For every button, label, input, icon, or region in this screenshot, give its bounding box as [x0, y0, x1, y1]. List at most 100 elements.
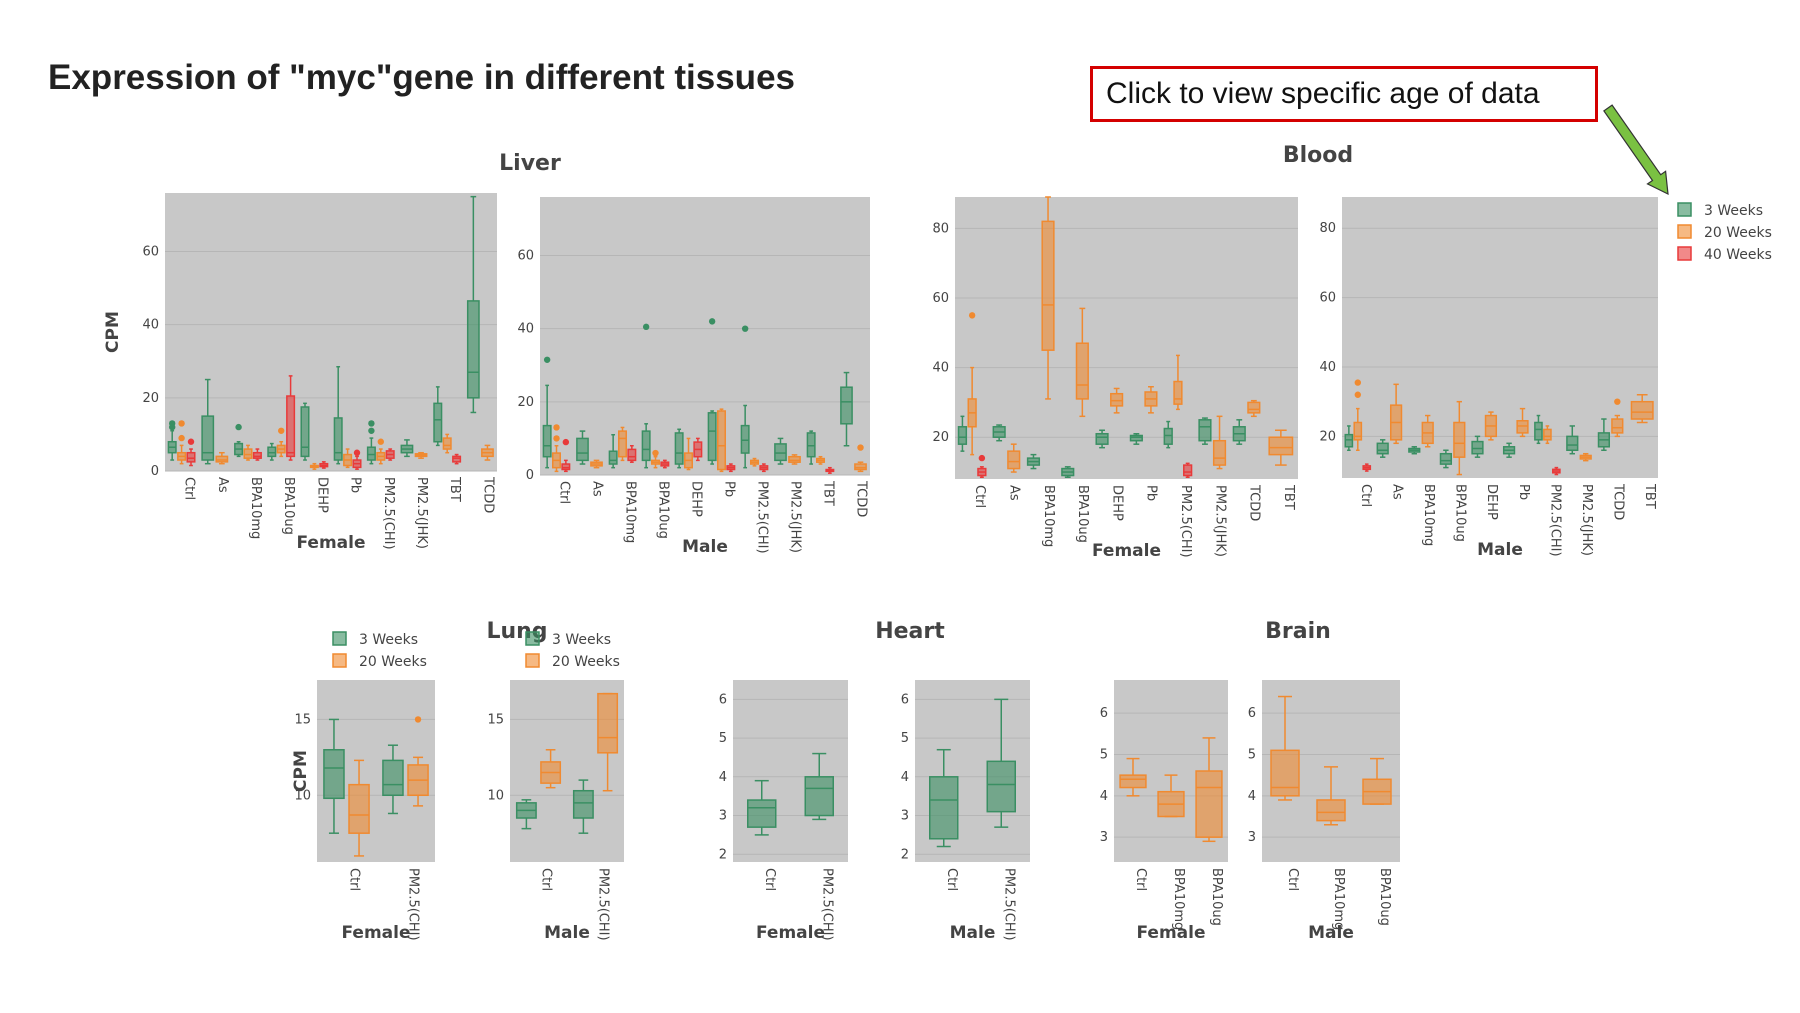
liver-male-box-tcdd-20-weeks[interactable]	[854, 444, 867, 473]
blood-male-box-as-20-weeks[interactable]	[1389, 383, 1403, 445]
legend-top[interactable]: 3 Weeks 20 Weeks 40 Weeks	[1677, 202, 1772, 263]
blood-female-box-tbt-20-weeks[interactable]	[1268, 429, 1294, 466]
liver-male-box-as-3-weeks[interactable]	[576, 430, 589, 465]
liver-female-box-bpa10mg-3-weeks[interactable]	[234, 423, 244, 458]
blood-male-box-pm2-5-chi-40-weeks[interactable]	[1552, 466, 1561, 476]
liver-male-box-tbt-40-weeks[interactable]	[825, 466, 835, 474]
heart-female-box-ctrl-3-weeks[interactable]	[747, 779, 777, 836]
heart-male-box-pm2-5-chi-3-weeks[interactable]	[986, 698, 1016, 828]
legend-item-3-weeks[interactable]: 3 Weeks	[332, 631, 418, 648]
liver-female-box-tcdd-3-weeks[interactable]	[466, 195, 480, 414]
legend-item-20-weeks[interactable]: 20 Weeks	[332, 653, 427, 670]
liver-female-box-bpa10ug-20-weeks[interactable]	[276, 427, 286, 458]
blood-male-box-bpa10ug-20-weeks[interactable]	[1453, 400, 1466, 476]
lung-female-box-ctrl-3-weeks[interactable]	[323, 718, 345, 834]
liver-male-box-pm2-5-jhk-3-weeks[interactable]	[774, 437, 787, 465]
legend-item-40-weeks[interactable]: 40 Weeks	[1677, 246, 1772, 263]
legend-item-3-weeks[interactable]: 3 Weeks	[1677, 202, 1763, 219]
lung-male-box-pm2-5-chi-20-weeks[interactable]	[597, 692, 619, 792]
heart-male-box-ctrl-3-weeks[interactable]	[929, 748, 959, 848]
liver-female-box-ctrl-20-weeks[interactable]	[177, 420, 187, 465]
liver-female-box-bpa10mg-20-weeks[interactable]	[243, 444, 253, 461]
legend-item-20-weeks[interactable]: 20 Weeks	[1677, 224, 1772, 241]
liver-male-box-dehp-3-weeks[interactable]	[674, 428, 684, 469]
liver-male-box-bpa10ug-3-weeks[interactable]	[641, 323, 651, 469]
blood-male-box-ctrl-20-weeks[interactable]	[1353, 379, 1363, 451]
blood-female-box-pb-3-weeks[interactable]	[1129, 432, 1143, 445]
blood-female-box-bpa10ug-20-weeks[interactable]	[1075, 307, 1089, 418]
blood-female-box-pm2-5-chi-3-weeks[interactable]	[1163, 420, 1173, 449]
brain-male-box-bpa10mg-20-weeks[interactable]	[1316, 766, 1346, 826]
blood-male-box-pm2-5-chi-20-weeks[interactable]	[1543, 425, 1552, 445]
liver-male-box-pm2-5-chi-20-weeks[interactable]	[750, 457, 759, 467]
lung-female-box-pm2-5-chi-3-weeks[interactable]	[382, 744, 404, 815]
liver-male-box-bpa10ug-20-weeks[interactable]	[651, 449, 660, 469]
liver-male-box-bpa10mg-20-weeks[interactable]	[618, 426, 627, 462]
blood-female-box-tcdd-20-weeks[interactable]	[1247, 399, 1261, 418]
blood-male-box-pb-20-weeks[interactable]	[1516, 407, 1529, 438]
liver-female-box-as-20-weeks[interactable]	[215, 451, 229, 465]
blood-male-box-dehp-20-weeks[interactable]	[1484, 411, 1498, 441]
blood-male-box-bpa10ug-3-weeks[interactable]	[1439, 449, 1453, 469]
liver-female-box-dehp-3-weeks[interactable]	[300, 402, 310, 461]
lung-male-box-pm2-5-chi-3-weeks[interactable]	[572, 779, 594, 834]
blood-female-box-ctrl-3-weeks[interactable]	[957, 415, 968, 452]
blood-female-box-as-20-weeks[interactable]	[1007, 443, 1021, 473]
legend-item-3-weeks[interactable]: 3 Weeks	[525, 631, 611, 648]
brain-female-box-bpa10mg-20-weeks[interactable]	[1157, 774, 1185, 818]
blood-male-box-tcdd-3-weeks[interactable]	[1597, 418, 1611, 451]
liver-female-box-dehp-40-weeks[interactable]	[319, 461, 329, 469]
lung-female-box-pm2-5-chi-20-weeks[interactable]	[407, 716, 429, 807]
liver-male-box-pm2-5-chi-3-weeks[interactable]	[740, 325, 750, 469]
liver-female-box-pm2-5-chi-40-weeks[interactable]	[385, 448, 395, 461]
liver-female-box-dehp-20-weeks[interactable]	[309, 462, 319, 470]
liver-male-box-ctrl-3-weeks[interactable]	[542, 356, 552, 469]
liver-female-box-bpa10mg-40-weeks[interactable]	[252, 448, 262, 461]
liver-female-box-pb-20-weeks[interactable]	[343, 448, 353, 469]
liver-male-box-pb-20-weeks[interactable]	[717, 408, 726, 473]
blood-male-box-ctrl-40-weeks[interactable]	[1362, 463, 1372, 472]
blood-female-box-pm2-5-jhk-3-weeks[interactable]	[1198, 417, 1212, 445]
blood-male-box-dehp-3-weeks[interactable]	[1471, 435, 1484, 458]
lung-male-box-ctrl-3-weeks[interactable]	[515, 799, 537, 830]
lung-female-box-ctrl-20-weeks[interactable]	[348, 759, 370, 857]
liver-female-box-pb-40-weeks[interactable]	[352, 449, 362, 470]
liver-female-box-pm2-5-jhk-20-weeks[interactable]	[414, 451, 428, 459]
blood-male-box-tbt-20-weeks[interactable]	[1630, 393, 1654, 424]
liver-male-box-dehp-40-weeks[interactable]	[693, 437, 703, 462]
liver-female-box-ctrl-40-weeks[interactable]	[186, 438, 196, 467]
liver-female-box-ctrl-3-weeks[interactable]	[167, 420, 177, 461]
blood-female-box-dehp-20-weeks[interactable]	[1110, 387, 1124, 414]
blood-female-box-bpa10mg-20-weeks[interactable]	[1041, 196, 1055, 400]
brain-male-box-bpa10ug-20-weeks[interactable]	[1362, 757, 1392, 805]
liver-male-box-tbt-3-weeks[interactable]	[806, 430, 816, 465]
liver-female-box-pm2-5-jhk-3-weeks[interactable]	[400, 439, 414, 458]
blood-female-box-pm2-5-chi-40-weeks[interactable]	[1183, 462, 1193, 479]
blood-male-box-ctrl-3-weeks[interactable]	[1344, 425, 1354, 451]
liver-male-box-bpa10mg-40-weeks[interactable]	[627, 444, 637, 463]
legend-lung-male[interactable]: 3 Weeks 20 Weeks	[525, 631, 620, 670]
blood-male-box-bpa10mg-3-weeks[interactable]	[1408, 446, 1421, 455]
liver-male-box-pm2-5-jhk-20-weeks[interactable]	[788, 454, 801, 465]
liver-male-box-pb-3-weeks[interactable]	[707, 318, 717, 465]
lung-male-box-ctrl-20-weeks[interactable]	[540, 749, 562, 789]
liver-male-box-as-20-weeks[interactable]	[590, 459, 603, 469]
liver-male-box-tbt-20-weeks[interactable]	[816, 455, 825, 465]
blood-female-box-bpa10mg-3-weeks[interactable]	[1026, 453, 1041, 470]
liver-female-box-bpa10ug-40-weeks[interactable]	[286, 375, 296, 461]
liver-female-box-pm2-5-chi-3-weeks[interactable]	[366, 420, 376, 465]
blood-female-box-ctrl-20-weeks[interactable]	[967, 312, 977, 456]
blood-female-box-ctrl-40-weeks[interactable]	[977, 454, 987, 479]
blood-female-box-pm2-5-chi-20-weeks[interactable]	[1173, 354, 1183, 411]
blood-male-box-pb-3-weeks[interactable]	[1502, 442, 1516, 458]
blood-male-box-pm2-5-jhk-20-weeks[interactable]	[1579, 452, 1592, 462]
blood-female-box-dehp-3-weeks[interactable]	[1095, 429, 1109, 449]
liver-female-box-tcdd-20-weeks[interactable]	[481, 444, 494, 461]
liver-male-box-bpa10mg-3-weeks[interactable]	[608, 434, 618, 469]
liver-male-box-dehp-20-weeks[interactable]	[684, 437, 693, 471]
blood-male-box-pm2-5-jhk-3-weeks[interactable]	[1566, 425, 1579, 455]
blood-male-box-bpa10mg-20-weeks[interactable]	[1421, 414, 1434, 448]
liver-female-box-tbt-40-weeks[interactable]	[452, 453, 462, 465]
blood-female-box-bpa10ug-3-weeks[interactable]	[1061, 466, 1075, 479]
